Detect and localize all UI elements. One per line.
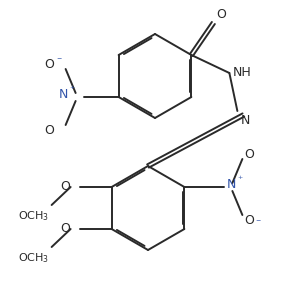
Text: $^+$: $^+$ — [236, 175, 244, 184]
Text: O: O — [216, 8, 226, 21]
Text: N: N — [58, 89, 68, 102]
Text: NH: NH — [232, 65, 251, 78]
Text: $^-$: $^-$ — [254, 216, 262, 226]
Text: O: O — [60, 179, 70, 192]
Text: OCH$_3$: OCH$_3$ — [18, 251, 50, 265]
Text: O: O — [244, 215, 254, 228]
Text: N: N — [226, 178, 236, 192]
Text: N: N — [240, 114, 250, 127]
Text: $^+$: $^+$ — [68, 84, 76, 94]
Text: O: O — [244, 149, 254, 162]
Text: O: O — [60, 221, 70, 234]
Text: OCH$_3$: OCH$_3$ — [18, 209, 50, 223]
Text: O: O — [44, 125, 54, 138]
Text: $^-$: $^-$ — [55, 54, 63, 64]
Text: O: O — [44, 59, 54, 72]
